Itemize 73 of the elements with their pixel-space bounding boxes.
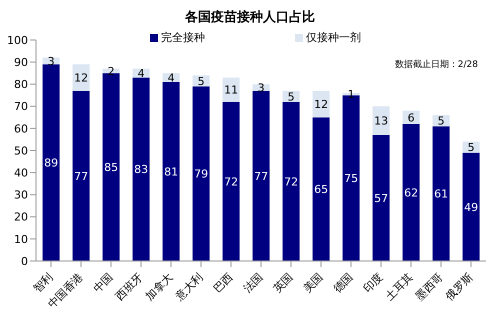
data-label: 61 [434,188,448,200]
x-tick-label: 英国 [270,270,296,296]
x-tick-label: 土耳其 [383,270,416,303]
data-label: 57 [374,192,388,205]
data-label: 12 [314,98,328,111]
y-tick-label: 20 [14,210,28,224]
data-label: 11 [224,84,238,97]
y-tick-label: 100 [7,34,28,47]
bar [312,90,330,118]
data-label: 77 [74,170,88,183]
data-label: 72 [224,175,238,188]
bar [222,78,240,102]
bar [402,124,420,261]
data-label: 75 [344,172,358,186]
data-label: 83 [134,163,148,176]
x-tick-label: 西班牙 [113,270,146,303]
y-tick-label: 0 [21,254,28,268]
legend-label: 仅接种一剂 [305,30,361,45]
data-label: 81 [164,165,178,178]
bar [312,117,330,261]
data-label: 79 [194,168,208,181]
bar [252,90,270,261]
bar [162,82,180,261]
data-label: 3 [258,81,265,94]
bar [282,102,300,261]
data-label: 3 [48,54,55,68]
y-tick-label: 60 [14,122,28,136]
bar [132,78,150,261]
legend-label: 完全接种 [160,30,205,45]
data-label: 77 [254,170,268,183]
x-tick-label: 法国 [240,270,266,296]
x-tick-label: 俄罗斯 [443,270,476,303]
data-label: 13 [374,114,388,128]
x-tick-label: 巴西 [210,270,236,296]
y-tick-label: 30 [14,188,28,202]
data-label: 5 [438,114,445,128]
y-tick-label: 50 [14,144,28,158]
data-label: 62 [404,186,418,200]
bar [72,90,90,261]
data-label: 5 [288,90,295,104]
data-label: 4 [138,67,145,80]
bar [42,64,60,261]
data-label: 6 [408,111,415,124]
x-tick-label: 美国 [300,270,326,296]
data-label: 4 [168,71,175,84]
data-label: 85 [104,160,118,174]
y-tick-label: 40 [14,166,28,180]
data-label: 5 [198,74,205,88]
chart-title: 各国疫苗接种人口占比 [184,8,316,26]
x-tick-label: 墨西哥 [413,270,446,303]
bar [372,106,390,136]
data-label: 89 [44,156,58,170]
y-tick-label: 90 [14,56,28,70]
bar [72,64,90,91]
y-tick-label: 80 [14,78,28,92]
bar [192,86,210,261]
data-label: 49 [464,200,478,214]
x-tick-label: 印度 [360,270,386,296]
x-tick-label: 中国 [90,270,116,296]
data-label: 65 [314,183,328,196]
x-tick-label: 智利 [30,270,56,296]
data-label: 12 [74,71,88,84]
y-tick-label: 10 [14,232,28,246]
bar [102,73,120,261]
bar [372,135,390,261]
x-tick-label: 德国 [330,270,356,296]
bar [462,152,480,261]
annotation: 数据截止日期：2/28 [394,58,478,71]
y-tick-label: 70 [14,100,28,114]
data-label: 5 [468,141,475,154]
bar [222,102,240,261]
data-label: 72 [284,175,298,188]
bar [432,126,450,261]
